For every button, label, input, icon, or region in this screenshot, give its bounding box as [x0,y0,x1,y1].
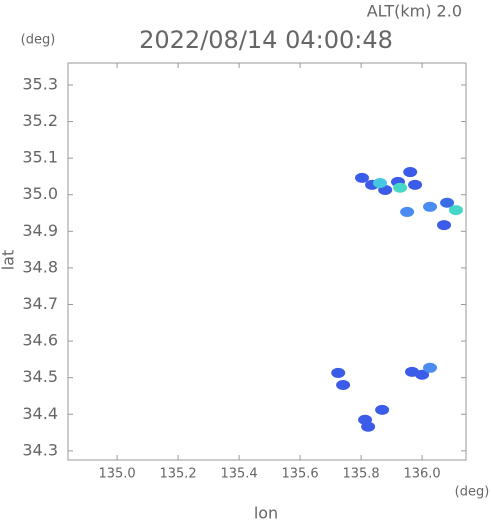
y-unit: (deg) [21,33,56,48]
y-axis-label: lat [0,250,18,271]
echo [448,205,463,216]
y-tick-label: 34.9 [22,221,58,240]
x-tick-label: 135.6 [281,467,318,482]
chart-title: 2022/08/14 04:00:48 [139,26,393,54]
x-tick-label: 135.4 [220,467,257,482]
echo [400,206,415,217]
y-tick-label: 35.2 [22,111,58,130]
y-tick-label: 35.0 [22,184,58,203]
echo [336,379,351,390]
echo [361,421,376,432]
echo [408,179,423,190]
y-tick-label: 35.3 [22,74,58,93]
y-tick-label: 34.8 [22,257,58,276]
plot-frame [67,62,467,461]
echo [331,367,346,378]
x-tick-label: 135.8 [342,467,379,482]
x-tick-label: 136.0 [403,467,440,482]
echo [415,369,430,380]
chart-subtitle: ALT(km) 2.0 [367,2,462,21]
y-tick-label: 34.6 [22,331,58,350]
echo [437,220,452,231]
x-tick-label: 135.0 [98,467,135,482]
y-tick-label: 34.3 [22,440,58,459]
x-unit: (deg) [455,485,490,500]
y-tick-label: 34.7 [22,294,58,313]
echo [423,201,438,212]
y-tick-label: 34.4 [22,404,58,423]
y-tick-label: 34.5 [22,367,58,386]
echo [375,404,390,415]
echo [423,362,438,373]
x-tick-label: 135.2 [159,467,196,482]
echo [372,178,387,189]
echo [355,172,370,183]
x-axis-label: lon [254,504,278,522]
echo [440,197,455,208]
echo [393,182,408,193]
y-tick-label: 35.1 [22,148,58,167]
echo [403,167,418,178]
